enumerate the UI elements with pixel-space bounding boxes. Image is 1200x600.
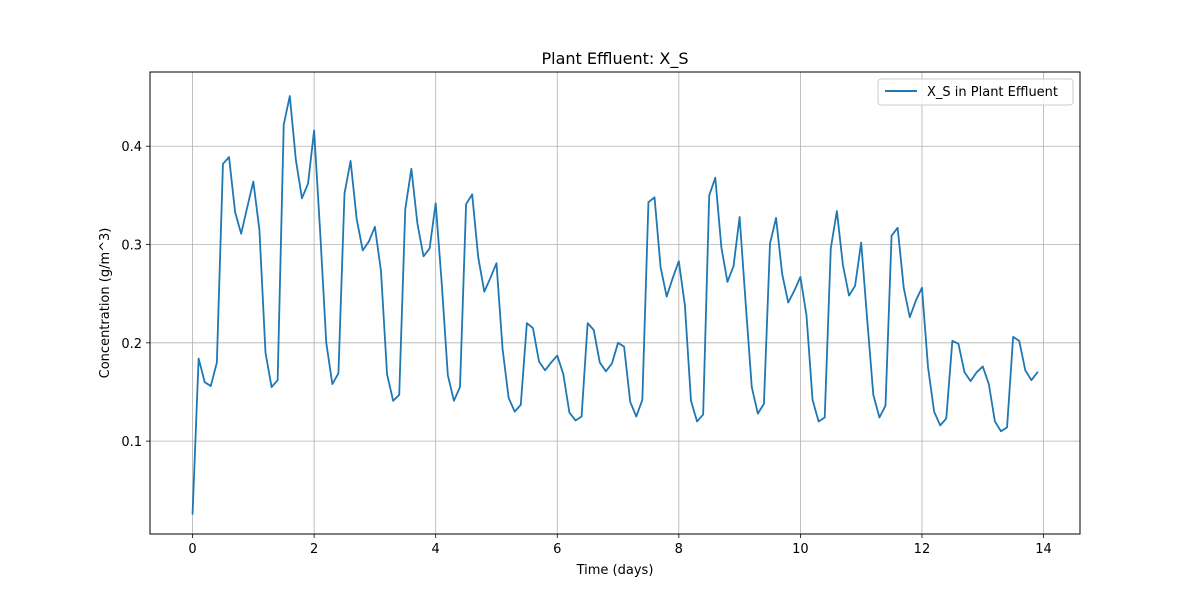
- plot-area-frame: [149, 71, 1081, 535]
- y-tick-label: 0.2: [121, 337, 142, 352]
- grid-lines: [150, 72, 1080, 534]
- x-tick-label: 6: [553, 542, 561, 557]
- x-tick-label: 10: [792, 542, 809, 557]
- y-tick-label: 0.3: [121, 239, 142, 254]
- x-tick-label: 4: [432, 542, 440, 557]
- y-tick-label: 0.1: [121, 435, 142, 450]
- legend-box: [877, 78, 1074, 106]
- x-tick-label: 0: [188, 542, 196, 557]
- axis-ticks: 0 2 4 6 8 10 12 14 0.1 0.2 0.3 0.4: [121, 140, 1051, 557]
- x-tick-label: 2: [310, 542, 318, 557]
- y-tick-label: 0.4: [121, 140, 142, 155]
- series-line-x-s: [191, 95, 1039, 515]
- chart-title: Plant Effluent: X_S: [542, 49, 689, 69]
- legend-label: X_S in Plant Effluent: [927, 85, 1058, 100]
- x-axis-label: Time (days): [576, 563, 654, 578]
- series-layer: [191, 95, 1039, 515]
- x-tick-label: 12: [914, 542, 931, 557]
- y-axis-label: Concentration (g/m^3): [98, 228, 113, 379]
- legend: X_S in Plant Effluent: [877, 78, 1074, 106]
- x-tick-label: 14: [1035, 542, 1052, 557]
- x-tick-label: 8: [675, 542, 683, 557]
